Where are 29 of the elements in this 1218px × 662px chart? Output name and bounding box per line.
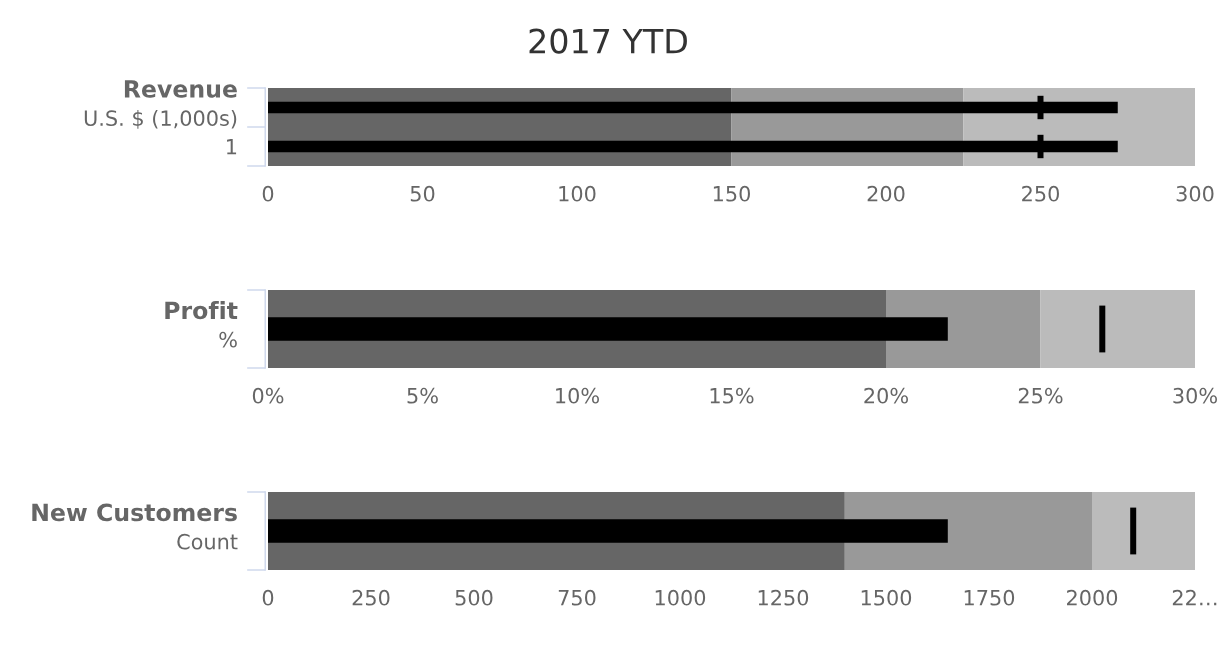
x-tick-label: 5% bbox=[407, 387, 438, 404]
x-tick-label: 100 bbox=[559, 185, 596, 202]
x-tick-label: 500 bbox=[455, 589, 493, 606]
y-tick-label: Revenue U.S. $ (1,000s) bbox=[84, 80, 237, 129]
chart-title: 2017 YTD bbox=[529, 28, 687, 54]
x-tick-label: 2000 bbox=[1067, 589, 1118, 606]
y-tick-label: New Customers Count bbox=[32, 503, 238, 550]
x-tick-label: 25% bbox=[1018, 387, 1063, 404]
x-tick-label: 22… bbox=[1172, 589, 1217, 606]
x-tick-label: 1500 bbox=[861, 589, 912, 606]
x-tick-label: 300 bbox=[1176, 185, 1214, 202]
x-tick-label: 50 bbox=[410, 185, 435, 202]
x-tick-label: 30% bbox=[1173, 387, 1217, 404]
y-tick-label: Profit % bbox=[165, 301, 238, 348]
x-tick-label: 1000 bbox=[655, 589, 706, 606]
x-tick-label: 150 bbox=[713, 185, 750, 202]
y-tick-label: 1 bbox=[227, 139, 237, 155]
x-tick-label: 750 bbox=[558, 589, 596, 606]
x-tick-label: 200 bbox=[867, 185, 905, 202]
x-tick-label: 10% bbox=[556, 387, 599, 404]
x-tick-label: 0 bbox=[262, 589, 274, 606]
x-tick-label: 0 bbox=[262, 185, 274, 202]
x-tick-label: 1250 bbox=[758, 589, 809, 606]
x-tick-label: 0% bbox=[252, 387, 284, 404]
x-tick-label: 20% bbox=[864, 387, 908, 404]
x-tick-label: 15% bbox=[710, 387, 754, 404]
x-tick-label: 1750 bbox=[964, 589, 1015, 606]
x-tick-label: 250 bbox=[1022, 185, 1059, 202]
x-tick-label: 250 bbox=[352, 589, 390, 606]
